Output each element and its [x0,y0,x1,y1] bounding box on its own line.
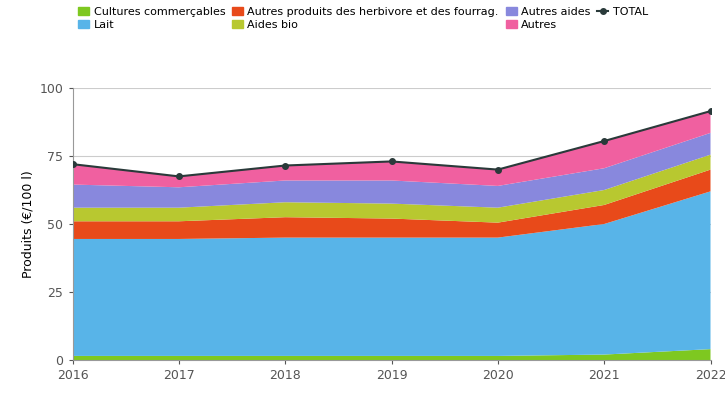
Y-axis label: Produits (€/100 l): Produits (€/100 l) [21,170,34,278]
Legend: Cultures commerçables, Lait, Autres produits des herbivore et des fourrag., Aide: Cultures commerçables, Lait, Autres prod… [78,6,648,30]
